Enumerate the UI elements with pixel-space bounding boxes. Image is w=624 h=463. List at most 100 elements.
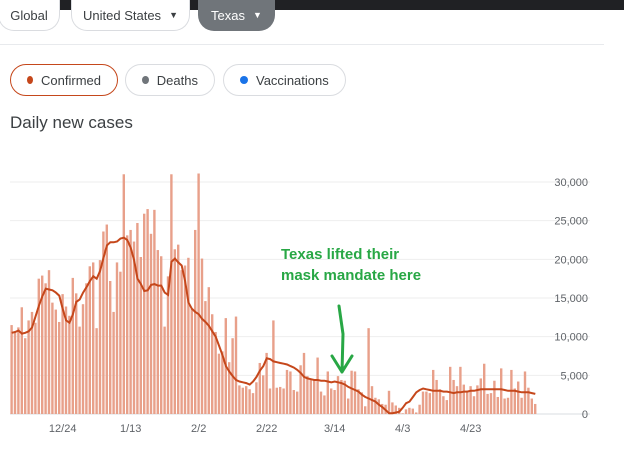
bar (455, 386, 459, 414)
bar (387, 390, 391, 414)
bar (534, 403, 537, 414)
bar (381, 403, 384, 414)
bar (153, 209, 156, 414)
bar (105, 224, 108, 414)
bar (24, 338, 27, 414)
bar (200, 258, 204, 414)
scope-tab-global[interactable]: Global (0, 0, 60, 31)
bar (255, 382, 258, 414)
bar (364, 406, 367, 414)
bar (51, 302, 54, 414)
bar (486, 393, 489, 414)
bar (251, 393, 255, 414)
bar (156, 250, 159, 414)
bar (173, 249, 176, 414)
bar (112, 311, 115, 414)
bar (513, 388, 516, 414)
bar (350, 370, 353, 414)
bar (401, 413, 404, 414)
bar (58, 321, 61, 414)
bar (313, 379, 316, 414)
bar (258, 362, 261, 414)
bar (88, 266, 91, 414)
bar (160, 256, 163, 414)
bar (285, 369, 289, 414)
bar (299, 365, 302, 414)
bar (241, 387, 244, 414)
bar (367, 328, 370, 414)
bar (132, 241, 136, 414)
bar (44, 283, 47, 414)
bar (292, 390, 295, 414)
bar (207, 287, 210, 414)
bar (415, 412, 418, 414)
y-tick-label: 5,000 (560, 370, 588, 382)
bar (126, 235, 129, 414)
bar (517, 381, 520, 414)
bar (353, 371, 357, 414)
x-tick-label: 1/13 (120, 423, 141, 435)
top-dark-bar (0, 0, 624, 10)
bar (268, 388, 272, 414)
bar (343, 380, 346, 414)
deaths-dot-icon (142, 76, 149, 84)
bar (143, 213, 146, 414)
bar (425, 391, 428, 414)
bar (459, 366, 462, 414)
bar (228, 362, 231, 414)
bar (245, 386, 248, 414)
metric-chip-confirmed[interactable]: Confirmed (10, 64, 118, 96)
bar (146, 209, 149, 414)
bar (347, 398, 350, 414)
bar (262, 375, 265, 414)
bar (442, 396, 445, 414)
metric-chip-vaccinations[interactable]: Vaccinations (223, 64, 346, 96)
bar (489, 393, 493, 414)
bar (119, 271, 122, 414)
bar (177, 244, 180, 414)
scope-tab-texas[interactable]: Texas ▼ (198, 0, 275, 31)
bar (316, 357, 319, 414)
bar (204, 301, 207, 414)
bar (98, 260, 102, 414)
bar (333, 390, 336, 414)
bar (445, 400, 448, 414)
bar (214, 332, 217, 414)
bar (377, 399, 380, 414)
bar (527, 387, 530, 414)
bar (41, 275, 44, 414)
bar (197, 173, 200, 414)
metric-chip-label: Confirmed (41, 72, 101, 88)
bar (10, 325, 13, 414)
x-tick-label: 3/14 (324, 423, 345, 435)
bar (272, 320, 275, 414)
bar (340, 379, 343, 414)
bar (408, 407, 411, 414)
scope-tab-label: Texas (211, 7, 246, 23)
bar (452, 379, 455, 414)
bar (34, 322, 37, 414)
y-tick-label: 15,000 (554, 293, 588, 305)
bar (336, 376, 340, 414)
scope-tab-united-states[interactable]: United States ▼ (71, 0, 190, 31)
scope-tab-label: United States (83, 7, 162, 23)
y-tick-label: 0 (582, 409, 588, 421)
bar (374, 397, 377, 414)
bar (472, 396, 476, 414)
bar (319, 391, 323, 414)
x-tick-label: 2/22 (256, 423, 277, 435)
bar (75, 293, 78, 414)
bar (81, 304, 85, 414)
bar (27, 320, 30, 414)
bar (68, 315, 71, 414)
divider (0, 44, 604, 45)
bar (326, 371, 329, 414)
bar (493, 380, 496, 414)
bar (438, 389, 442, 414)
bar (360, 392, 363, 414)
annotation-line: Texas lifted their (281, 246, 400, 263)
y-tick-label: 25,000 (554, 216, 588, 228)
bar (520, 397, 523, 414)
metric-chip-deaths[interactable]: Deaths (125, 64, 215, 96)
